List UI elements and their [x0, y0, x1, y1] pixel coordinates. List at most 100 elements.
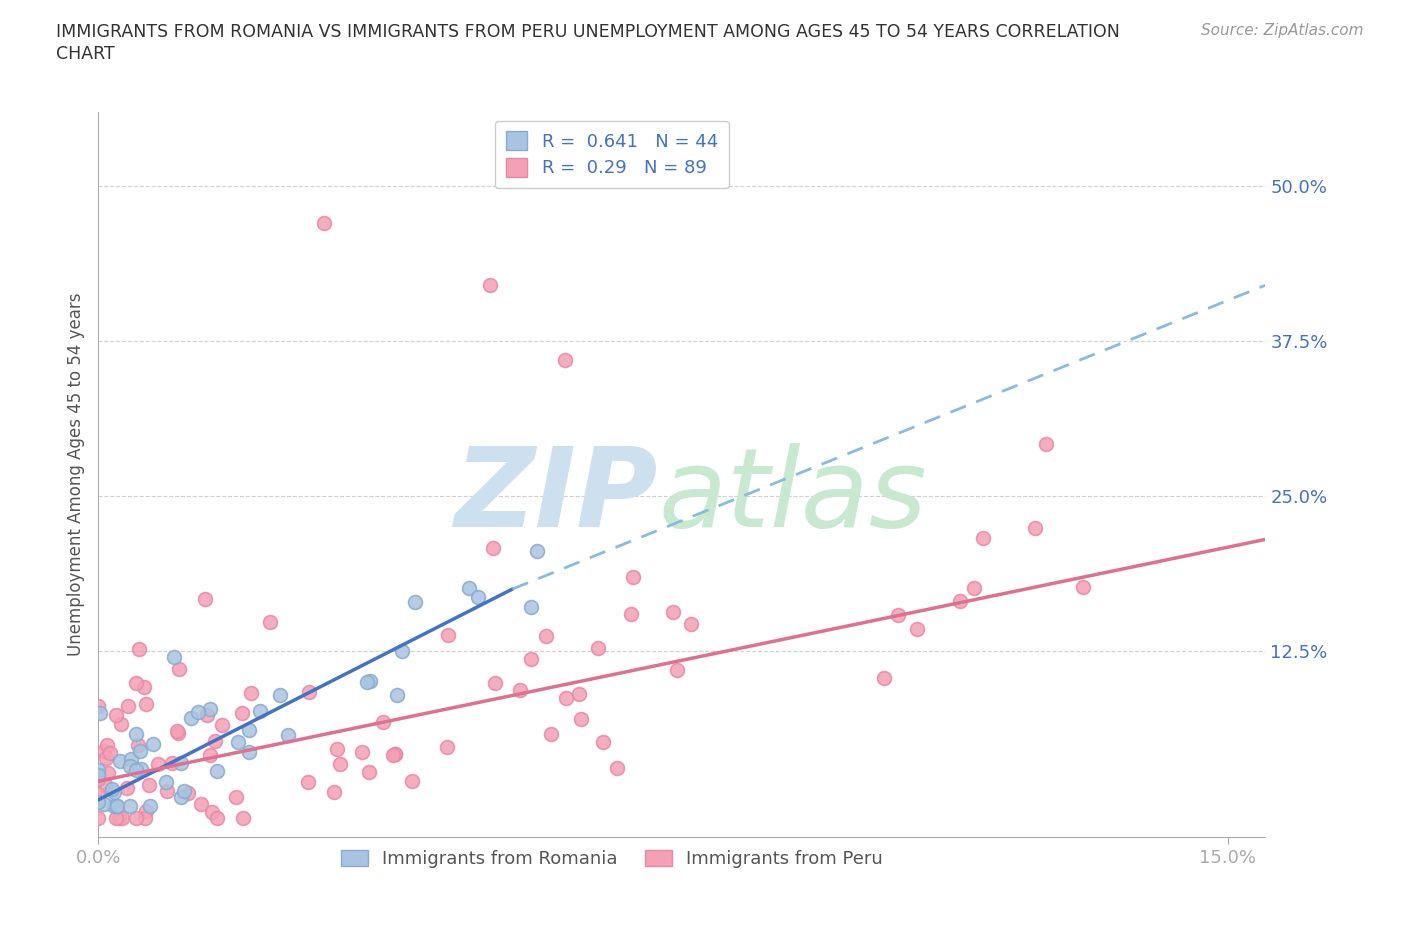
Point — [666, 662, 689, 677]
Point — [484, 675, 506, 690]
Point — [259, 615, 281, 630]
Point — [540, 727, 562, 742]
Point — [226, 734, 249, 749]
Point — [132, 679, 155, 694]
Point — [478, 278, 501, 293]
Point — [138, 799, 160, 814]
Point — [103, 799, 125, 814]
Point — [467, 590, 489, 604]
Point — [190, 796, 212, 811]
Point — [87, 767, 110, 782]
Point — [384, 747, 406, 762]
Point — [297, 775, 319, 790]
Point — [97, 765, 120, 780]
Point — [887, 608, 910, 623]
Point — [120, 751, 142, 766]
Point — [972, 531, 994, 546]
Text: atlas: atlas — [658, 443, 927, 550]
Point — [225, 790, 247, 804]
Point — [905, 622, 928, 637]
Point — [198, 702, 221, 717]
Point — [195, 708, 218, 723]
Point — [125, 727, 148, 742]
Point — [98, 745, 121, 760]
Point — [381, 748, 404, 763]
Point — [148, 757, 170, 772]
Point — [167, 661, 190, 676]
Point — [194, 591, 217, 606]
Point — [555, 691, 578, 706]
Point — [118, 799, 141, 814]
Point — [87, 763, 110, 777]
Point — [238, 723, 260, 737]
Point — [180, 711, 202, 726]
Point — [240, 686, 263, 701]
Point — [96, 737, 118, 752]
Point — [93, 797, 115, 812]
Point — [207, 811, 229, 826]
Point — [177, 786, 200, 801]
Point — [586, 641, 609, 656]
Point — [105, 799, 128, 814]
Point — [160, 755, 183, 770]
Point — [155, 775, 177, 790]
Text: Source: ZipAtlas.com: Source: ZipAtlas.com — [1201, 23, 1364, 38]
Point — [509, 682, 531, 697]
Point — [371, 715, 394, 730]
Point — [571, 711, 593, 726]
Point — [87, 771, 110, 786]
Point — [520, 600, 543, 615]
Point — [681, 617, 703, 631]
Point — [142, 737, 165, 751]
Point — [401, 774, 423, 789]
Point — [298, 685, 321, 700]
Legend: Immigrants from Romania, Immigrants from Peru: Immigrants from Romania, Immigrants from… — [333, 843, 890, 875]
Point — [173, 784, 195, 799]
Point — [482, 540, 505, 555]
Point — [269, 688, 291, 703]
Point — [135, 804, 157, 818]
Point — [129, 762, 152, 777]
Point — [606, 761, 628, 776]
Point — [949, 593, 972, 608]
Point — [87, 811, 110, 826]
Point — [873, 670, 896, 684]
Point — [662, 604, 685, 619]
Point — [277, 728, 299, 743]
Point — [134, 811, 156, 826]
Point — [108, 754, 131, 769]
Point — [385, 687, 408, 702]
Point — [128, 642, 150, 657]
Point — [125, 763, 148, 777]
Point — [104, 707, 127, 722]
Point — [118, 759, 141, 774]
Point — [207, 764, 229, 778]
Point — [156, 783, 179, 798]
Point — [103, 785, 125, 800]
Point — [1024, 521, 1046, 536]
Point — [125, 811, 148, 826]
Point — [520, 652, 543, 667]
Point — [166, 724, 188, 738]
Point — [87, 787, 110, 802]
Point — [198, 748, 221, 763]
Point — [621, 570, 644, 585]
Text: IMMIGRANTS FROM ROMANIA VS IMMIGRANTS FROM PERU UNEMPLOYMENT AMONG AGES 45 TO 54: IMMIGRANTS FROM ROMANIA VS IMMIGRANTS FR… — [56, 23, 1121, 41]
Point — [620, 606, 643, 621]
Point — [93, 743, 115, 758]
Point — [326, 742, 349, 757]
Point — [117, 698, 139, 713]
Point — [94, 751, 117, 765]
Point — [554, 352, 576, 367]
Point — [108, 811, 131, 826]
Point — [101, 781, 124, 796]
Point — [170, 790, 193, 804]
Point — [568, 686, 591, 701]
Point — [110, 717, 132, 732]
Point — [329, 757, 352, 772]
Point — [231, 706, 253, 721]
Point — [135, 697, 157, 711]
Point — [105, 799, 128, 814]
Point — [322, 784, 344, 799]
Point — [536, 629, 558, 644]
